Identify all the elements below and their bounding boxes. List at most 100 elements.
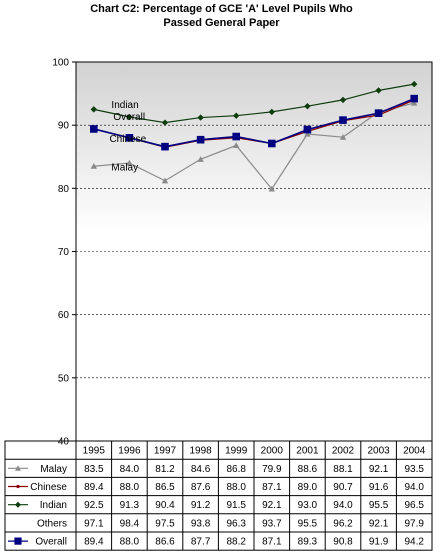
y-tick-label: 60 [58, 310, 70, 321]
data-label-others: 92.1 [369, 518, 389, 529]
data-label-overall: 88.0 [120, 537, 140, 548]
data-point-overall [90, 125, 98, 133]
series-annotation-chinese: Chinese [109, 134, 146, 145]
data-label-overall: 91.9 [369, 537, 389, 548]
data-point-malay [233, 142, 240, 148]
data-point-indian [90, 106, 97, 113]
series-line-overall [93, 97, 415, 148]
data-label-malay: 84.6 [191, 464, 211, 475]
data-label-chinese: 87.6 [191, 482, 211, 493]
data-point-overall [196, 135, 205, 144]
y-tick-label: 70 [58, 247, 70, 258]
y-tick-label: 40 [58, 437, 70, 448]
data-label-chinese: 87.1 [262, 482, 282, 493]
legend-marker-chinese [16, 484, 20, 489]
data-point-overall [125, 134, 134, 142]
series-line-indian [93, 83, 415, 124]
data-label-overall: 87.1 [262, 537, 282, 548]
legend-marker-malay [15, 465, 21, 471]
data-label-indian: 90.4 [155, 500, 175, 511]
data-label-chinese: 89.0 [298, 482, 318, 493]
y-tick-label: 90 [58, 121, 70, 132]
data-point-indian [411, 80, 418, 88]
x-tick-label: 2000 [261, 446, 284, 457]
x-tick-label: 2004 [403, 446, 426, 457]
y-tick-label: 100 [52, 58, 69, 69]
chart-title-line-2: Passed General Paper [163, 17, 280, 29]
data-label-chinese: 86.5 [155, 482, 175, 493]
data-label-malay: 83.5 [84, 464, 104, 475]
legend-label-indian: Indian [40, 500, 67, 511]
series-annotation-indian: Indian [111, 100, 138, 111]
legend-label-chinese: Chinese [30, 482, 67, 493]
data-label-chinese: 91.6 [369, 482, 389, 493]
data-label-chinese: 89.4 [84, 482, 104, 493]
data-label-malay: 84.0 [120, 464, 140, 475]
data-label-malay: 86.8 [226, 464, 246, 475]
data-label-overall: 88.2 [226, 537, 246, 548]
data-point-overall [339, 116, 347, 124]
data-point-malay [411, 99, 418, 106]
x-tick-label: 2001 [296, 446, 319, 457]
legend-marker-indian [15, 501, 21, 508]
data-label-malay: 93.5 [404, 464, 424, 475]
data-point-indian [304, 103, 311, 110]
data-label-indian: 93.0 [298, 500, 318, 511]
data-point-overall [303, 125, 312, 134]
data-point-indian [268, 108, 275, 116]
data-label-indian: 92.5 [84, 500, 104, 511]
data-label-overall: 94.2 [404, 537, 424, 548]
data-label-indian: 91.2 [191, 500, 211, 511]
series-line-malay [93, 102, 415, 190]
data-point-overall [161, 142, 169, 151]
data-point-overall [268, 139, 276, 148]
data-label-malay: 88.1 [333, 464, 353, 475]
series-annotation-overall: Overall [113, 112, 145, 123]
data-label-others: 93.7 [262, 518, 282, 529]
data-label-chinese: 88.0 [226, 482, 246, 493]
x-tick-label: 1995 [83, 446, 106, 457]
data-point-malay [161, 177, 169, 184]
data-label-overall: 86.6 [155, 537, 175, 548]
data-point-indian [375, 87, 382, 94]
data-label-others: 96.3 [226, 518, 246, 529]
legend-label-malay: Malay [40, 464, 67, 475]
data-label-overall: 87.7 [191, 537, 211, 548]
legend-marker-overall [14, 537, 22, 545]
data-point-malay [126, 159, 133, 166]
data-label-indian: 91.5 [226, 500, 246, 511]
data-label-indian: 92.1 [262, 500, 282, 511]
x-tick-label: 1996 [118, 446, 141, 457]
data-point-malay [197, 156, 204, 162]
data-label-overall: 89.3 [298, 537, 318, 548]
data-label-malay: 79.9 [262, 464, 282, 475]
data-label-malay: 92.1 [369, 464, 389, 475]
x-tick-label: 1997 [154, 446, 177, 457]
data-label-indian: 95.5 [369, 500, 389, 511]
x-tick-label: 1998 [189, 446, 212, 457]
x-tick-label: 1999 [225, 446, 248, 457]
data-point-malay [268, 185, 275, 192]
data-label-malay: 81.2 [155, 464, 175, 475]
data-label-others: 97.5 [155, 518, 175, 529]
x-tick-label: 2003 [367, 446, 390, 457]
data-point-indian [197, 114, 204, 121]
data-label-others: 95.5 [298, 518, 318, 529]
data-point-malay [90, 163, 97, 169]
data-label-others: 96.2 [333, 518, 353, 529]
data-point-indian [339, 96, 347, 104]
data-point-indian [161, 119, 169, 126]
data-point-malay [304, 130, 311, 137]
data-label-others: 97.1 [84, 518, 104, 529]
data-label-others: 93.8 [191, 518, 211, 529]
data-label-overall: 90.8 [333, 537, 353, 548]
data-label-indian: 94.0 [333, 500, 353, 511]
y-tick-label: 50 [58, 373, 70, 384]
chart-title: Chart C2: Percentage of GCE 'A' Level Pu… [0, 2, 443, 30]
data-point-overall [232, 132, 240, 141]
data-point-indian [233, 112, 240, 119]
y-tick-label: 80 [58, 184, 70, 195]
data-point-overall [374, 109, 383, 117]
data-label-chinese: 90.7 [333, 482, 353, 493]
